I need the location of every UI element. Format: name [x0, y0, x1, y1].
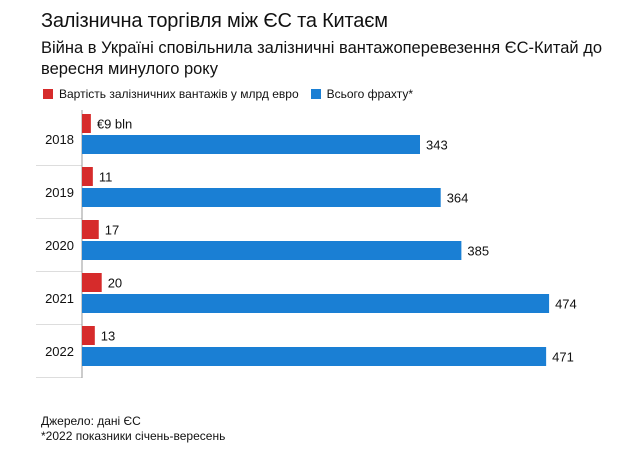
data-label-value: 17	[105, 223, 119, 238]
footer: Джерело: дані ЄС *2022 показники січень-…	[41, 414, 225, 444]
chart-title: Залізнична торгівля між ЄС та Китаєм	[41, 10, 388, 32]
legend-item-value: Вартість залізничних вантажів у млрд евр…	[43, 87, 299, 101]
bar-freight	[82, 347, 547, 366]
data-label-value: 13	[101, 329, 115, 344]
legend-swatch-freight	[310, 89, 321, 99]
legend-item-freight: Всього фрахту*	[310, 87, 414, 101]
data-label-freight: 385	[467, 244, 489, 259]
legend-label-freight: Всього фрахту*	[326, 87, 414, 101]
legend-swatch-value	[43, 89, 53, 99]
bar-freight	[82, 188, 441, 207]
data-label-freight: 364	[447, 191, 469, 206]
footnote: *2022 показники січень-вересень	[41, 429, 226, 443]
data-label-freight: 343	[426, 138, 448, 153]
source-note: Джерело: дані ЄС	[41, 414, 141, 428]
y-tick-label: 2019	[45, 185, 74, 200]
y-tick-label: 2020	[45, 238, 74, 253]
bar-value	[82, 220, 99, 239]
legend: Вартість залізничних вантажів у млрд евр…	[43, 87, 425, 101]
data-label-value: 11	[99, 170, 113, 185]
y-tick-label: 2021	[45, 291, 74, 306]
bar-freight	[82, 294, 550, 313]
y-tick-label: 2018	[45, 132, 74, 147]
bar-value	[82, 326, 95, 345]
bar-value	[82, 114, 91, 133]
y-tick-label: 2022	[45, 344, 74, 359]
bar-freight	[82, 241, 462, 260]
legend-label-value: Вартість залізничних вантажів у млрд евр…	[59, 87, 299, 101]
data-label-freight: 471	[552, 350, 574, 365]
chart-subtitle: Війна в Україні сповільнила залізничні в…	[41, 39, 603, 78]
bar-freight	[82, 135, 420, 154]
data-label-value: €9 bln	[97, 117, 132, 132]
data-label-value: 20	[108, 276, 122, 291]
bar-value	[82, 273, 102, 292]
bar-value	[82, 167, 93, 186]
data-label-freight: 474	[555, 297, 577, 312]
